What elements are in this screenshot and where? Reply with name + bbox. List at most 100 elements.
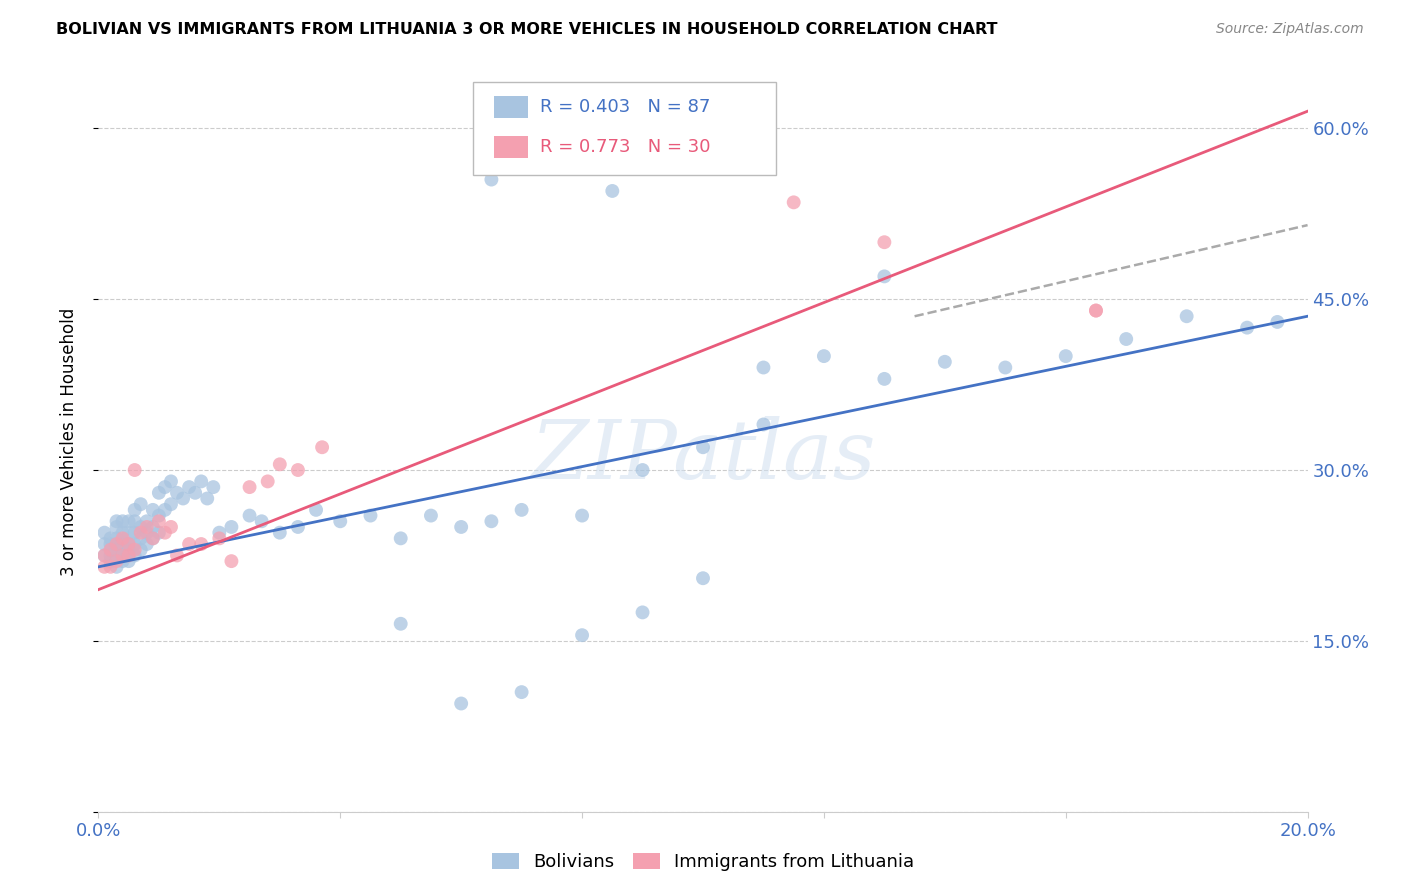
Point [111,514,134,528]
Legend: Bolivians, Immigrants from Lithuania: Bolivians, Immigrants from Lithuania [485,846,921,879]
Point [256,475,278,489]
Point [1175,310,1198,324]
Point [239,508,262,523]
Point [179,537,201,551]
Point [118,549,141,563]
Point [752,417,775,432]
Point [172,491,194,506]
Point [202,480,225,494]
Point [129,520,152,534]
Point [602,184,624,198]
Point [287,520,309,534]
Point [389,616,412,631]
Point [571,508,593,523]
Point [311,440,333,454]
Point [752,360,775,375]
Bar [494,95,527,118]
Point [571,628,593,642]
FancyBboxPatch shape [474,82,776,175]
Point [111,525,134,540]
Point [510,685,533,699]
Point [813,349,835,363]
Point [208,532,231,546]
Point [994,360,1017,375]
Text: R = 0.403   N = 87: R = 0.403 N = 87 [540,98,710,116]
Point [239,480,262,494]
Bar [494,136,527,158]
Point [631,463,654,477]
Point [111,549,134,563]
Point [135,514,157,528]
Point [118,525,141,540]
Point [118,554,141,568]
Point [160,497,183,511]
Point [148,514,170,528]
Point [269,458,291,472]
Point [360,508,382,523]
Point [179,480,201,494]
Text: R = 0.773   N = 30: R = 0.773 N = 30 [540,138,710,156]
Point [111,537,134,551]
Point [287,463,309,477]
Point [692,440,714,454]
Point [1115,332,1137,346]
Point [124,549,146,563]
Point [100,542,122,557]
Point [160,475,183,489]
Point [160,520,183,534]
Point [129,532,152,546]
Y-axis label: 3 or more Vehicles in Household: 3 or more Vehicles in Household [59,308,77,575]
Point [118,542,141,557]
Point [305,503,328,517]
Point [153,503,176,517]
Point [510,503,533,517]
Point [1267,315,1289,329]
Point [105,554,128,568]
Point [124,463,146,477]
Point [631,606,654,620]
Point [124,542,146,557]
Point [389,532,412,546]
Point [148,485,170,500]
Point [873,372,896,386]
Point [481,172,503,186]
Point [93,549,115,563]
Point [142,532,165,546]
Point [190,475,212,489]
Point [221,554,243,568]
Point [118,549,141,563]
Point [873,235,896,250]
Point [93,549,115,563]
Point [148,508,170,523]
Point [450,697,472,711]
Point [269,525,291,540]
Point [93,559,115,574]
Point [105,549,128,563]
Text: Source: ZipAtlas.com: Source: ZipAtlas.com [1216,22,1364,37]
Point [129,525,152,540]
Point [420,508,443,523]
Point [142,520,165,534]
Point [195,491,218,506]
Point [166,485,188,500]
Point [221,520,243,534]
Point [166,549,188,563]
Point [93,525,115,540]
Point [153,525,176,540]
Point [934,355,956,369]
Point [111,554,134,568]
Point [692,571,714,585]
Point [118,514,141,528]
Point [129,542,152,557]
Text: BOLIVIAN VS IMMIGRANTS FROM LITHUANIA 3 OR MORE VEHICLES IN HOUSEHOLD CORRELATIO: BOLIVIAN VS IMMIGRANTS FROM LITHUANIA 3 … [56,22,998,37]
Point [100,537,122,551]
Point [329,514,352,528]
Point [105,514,128,528]
Point [111,542,134,557]
Point [783,195,806,210]
Point [100,554,122,568]
Point [250,514,273,528]
Text: ZIPatlas: ZIPatlas [530,417,876,496]
Point [184,485,207,500]
Point [873,269,896,284]
